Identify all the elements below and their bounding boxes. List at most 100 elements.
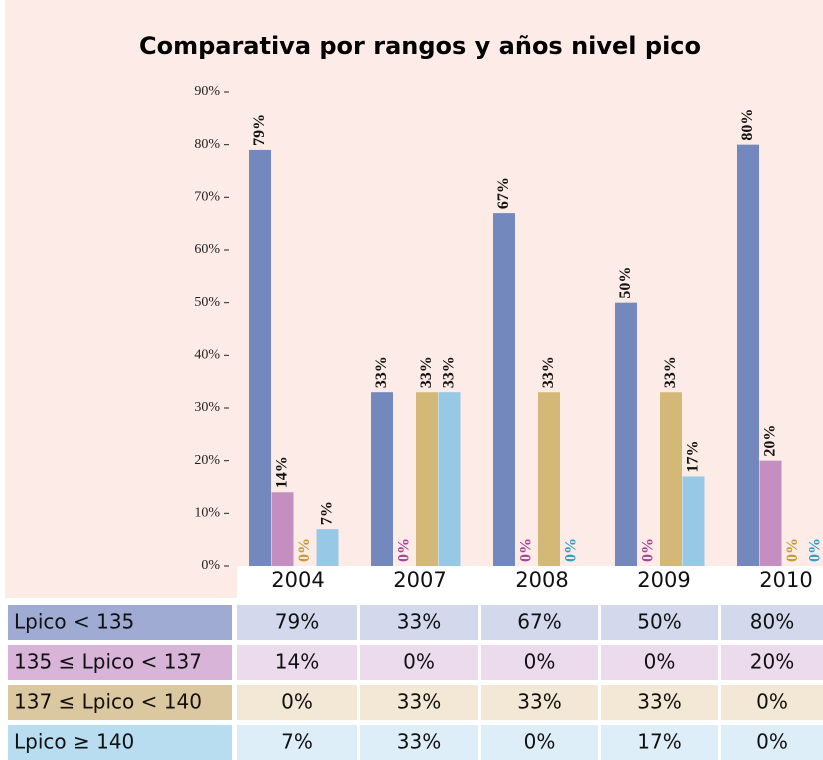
table-value: 33% <box>637 690 681 714</box>
y-tick-label: 40% <box>194 348 220 363</box>
table-cell <box>481 605 598 640</box>
y-tick-label: 30% <box>194 400 220 415</box>
bar <box>682 476 705 566</box>
bar-label: 7% <box>318 501 335 525</box>
table-value: 0% <box>524 730 556 754</box>
bar-label: 80% <box>739 109 756 141</box>
table-value: 0% <box>281 690 313 714</box>
background <box>5 0 823 598</box>
bar <box>660 392 682 566</box>
table-value: 17% <box>637 730 681 754</box>
chart-title: Comparativa por rangos y años nivel pico <box>139 32 701 60</box>
table-cell <box>360 605 478 640</box>
plot-background <box>5 566 237 598</box>
bar-label: 33% <box>540 356 557 388</box>
bar <box>759 460 782 566</box>
table-cell <box>721 685 823 720</box>
y-tick-label: 20% <box>194 453 220 468</box>
table-cell <box>721 725 823 760</box>
bar <box>615 302 637 566</box>
table-cell <box>360 645 478 680</box>
table-value: 7% <box>281 730 313 754</box>
legend-label: 135 ≤ Lpico < 137 <box>14 650 202 674</box>
bar-label: 67% <box>495 177 512 209</box>
bar-label: 0% <box>784 538 801 562</box>
y-tick-label: 80% <box>194 137 220 152</box>
table-cell <box>360 725 478 760</box>
x-tick-label: 2007 <box>393 568 446 592</box>
table-value: 80% <box>750 610 794 634</box>
x-tick-label: 2010 <box>759 568 812 592</box>
table-cell <box>601 645 718 680</box>
y-tick-label: 0% <box>201 558 220 573</box>
table-value: 14% <box>275 650 319 674</box>
legend-label: Lpico < 135 <box>14 610 134 634</box>
table-value: 50% <box>637 610 681 634</box>
bar <box>371 392 393 566</box>
legend-label: Lpico ≥ 140 <box>14 730 134 754</box>
table-value: 0% <box>403 650 435 674</box>
x-tick-label: 2009 <box>637 568 690 592</box>
bar-label: 33% <box>418 356 435 388</box>
bar-label: 33% <box>662 356 679 388</box>
table-value: 0% <box>644 650 676 674</box>
legend-label: 137 ≤ Lpico < 140 <box>14 690 202 714</box>
bar-label: 0% <box>806 538 823 562</box>
table-value: 33% <box>397 730 441 754</box>
table-value: 33% <box>517 690 561 714</box>
row-header <box>8 605 232 640</box>
bar <box>493 213 515 566</box>
table-value: 33% <box>397 610 441 634</box>
table-cell <box>601 685 718 720</box>
bar <box>416 392 438 566</box>
bar-label: 50% <box>617 267 634 299</box>
row-header <box>8 645 232 680</box>
table-cell <box>481 725 598 760</box>
bar-label: 0% <box>296 538 313 562</box>
table-value: 79% <box>275 610 319 634</box>
table-value: 0% <box>756 690 788 714</box>
bar-label: 33% <box>373 356 390 388</box>
table-cell <box>237 685 357 720</box>
bar <box>737 144 759 566</box>
y-tick-label: 50% <box>194 295 220 310</box>
bar-label: 0% <box>517 538 534 562</box>
table-value: 20% <box>750 650 794 674</box>
x-tick-label: 2004 <box>271 568 324 592</box>
table-cell <box>481 685 598 720</box>
bar-label: 14% <box>273 456 290 488</box>
row-header <box>8 685 232 720</box>
y-tick-label: 60% <box>194 242 220 257</box>
bar-label: 33% <box>440 356 457 388</box>
table-cell <box>360 685 478 720</box>
table-cell <box>721 645 823 680</box>
bar-label: 20% <box>761 425 778 457</box>
plot-background <box>5 0 823 566</box>
table-cell <box>721 605 823 640</box>
bar <box>316 529 339 566</box>
table-cell <box>601 725 718 760</box>
bar <box>271 492 294 566</box>
bar-label: 0% <box>562 538 579 562</box>
table-cell <box>237 645 357 680</box>
bar-label: 17% <box>684 440 701 472</box>
bar <box>438 392 461 566</box>
bar-label: 0% <box>639 538 656 562</box>
table-value: 0% <box>756 730 788 754</box>
table-cell <box>237 725 357 760</box>
table-value: 67% <box>517 610 561 634</box>
table-value: 33% <box>397 690 441 714</box>
bar <box>249 149 271 566</box>
bar-label: 0% <box>395 538 412 562</box>
y-tick-label: 10% <box>194 506 220 521</box>
y-tick-label: 70% <box>194 190 220 205</box>
bar <box>538 392 560 566</box>
table-cell <box>601 605 718 640</box>
x-tick-label: 2008 <box>515 568 568 592</box>
bar-label: 79% <box>251 114 268 146</box>
table-cell <box>237 605 357 640</box>
row-header <box>8 725 232 760</box>
table-value: 0% <box>524 650 556 674</box>
y-tick-label: 90% <box>194 84 220 99</box>
